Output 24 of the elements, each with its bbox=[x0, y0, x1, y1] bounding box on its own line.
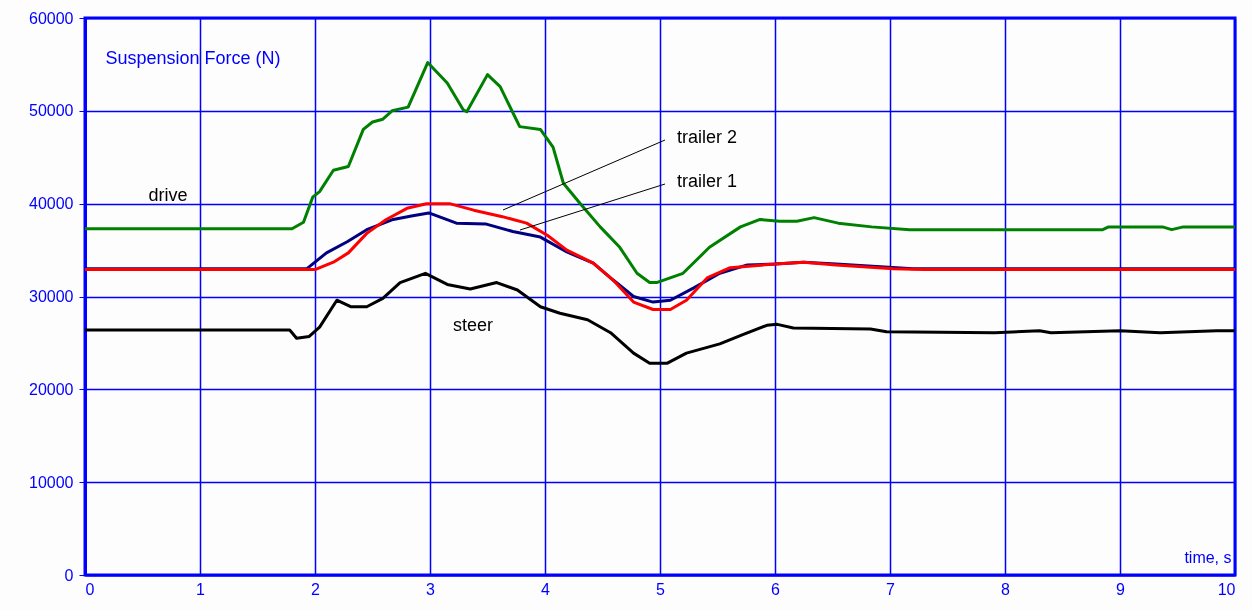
x-tick-label: 2 bbox=[311, 580, 321, 598]
y-tick-label: 20000 bbox=[29, 380, 74, 398]
x-axis-title: time, s bbox=[1184, 548, 1232, 566]
y-axis-title: Suspension Force (N) bbox=[105, 47, 281, 68]
x-tick-label: 4 bbox=[541, 580, 551, 598]
series-label: steer bbox=[452, 315, 494, 335]
text: trailer 1 bbox=[676, 171, 738, 191]
x-tick-label: 8 bbox=[1001, 580, 1011, 598]
x-tick-label: 5 bbox=[656, 580, 666, 598]
text: trailer 2 bbox=[676, 127, 738, 147]
y-tick-label: 60000 bbox=[29, 9, 74, 27]
y-tick-label: 50000 bbox=[29, 102, 74, 120]
y-tick-label: 40000 bbox=[29, 195, 74, 213]
series-label: drive bbox=[148, 185, 188, 205]
x-tick-label: 1 bbox=[196, 580, 206, 598]
y-tick-label: 10000 bbox=[29, 473, 74, 491]
y-tick-label: 0 bbox=[64, 566, 74, 584]
x-tick-label: 9 bbox=[1116, 580, 1126, 598]
x-tick-label: 7 bbox=[886, 580, 896, 598]
x-tick-label: 10 bbox=[1217, 580, 1236, 598]
x-tick-label: 3 bbox=[426, 580, 436, 598]
x-tick-label: 6 bbox=[771, 580, 781, 598]
x-tick-label: 0 bbox=[85, 580, 95, 598]
y-tick-label: 30000 bbox=[29, 288, 74, 305]
